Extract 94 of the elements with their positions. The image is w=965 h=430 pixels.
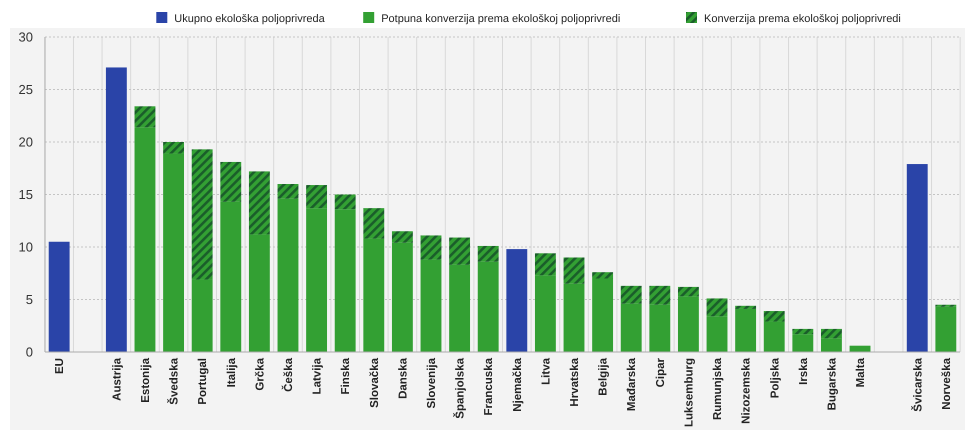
y-tick-label: 25 xyxy=(18,82,33,98)
x-tick-label: Hrvatska xyxy=(569,357,582,407)
legend-label: Ukupno ekološka poljoprivreda xyxy=(174,12,326,25)
x-tick-label: Belgija xyxy=(598,357,610,396)
bar xyxy=(820,338,842,352)
x-tick-label: Estonija xyxy=(140,357,152,403)
bar xyxy=(134,127,156,352)
bar xyxy=(478,262,499,352)
bar xyxy=(534,253,556,276)
bar xyxy=(449,264,470,352)
bar xyxy=(48,242,70,352)
bar xyxy=(306,208,328,352)
bar xyxy=(735,306,756,309)
bar xyxy=(506,249,528,352)
bar xyxy=(220,162,242,202)
bar xyxy=(935,306,956,352)
x-tick-label: Nizozemska xyxy=(740,357,753,424)
bar xyxy=(163,142,184,154)
x-tick-label: Irska xyxy=(798,357,810,385)
bar xyxy=(420,235,442,260)
x-tick-label: Španjolska xyxy=(452,357,467,419)
bar xyxy=(334,194,356,210)
bar xyxy=(620,304,642,352)
x-tick-label: Bugarska xyxy=(826,357,838,410)
bar xyxy=(764,311,785,322)
x-tick-label: Danska xyxy=(397,357,410,399)
x-tick-label: Francuska xyxy=(483,357,496,416)
y-tick-label: 5 xyxy=(26,292,33,308)
bar xyxy=(248,171,270,234)
legend-label: Konverzija prema ekološkoj poljoprivredi xyxy=(704,12,901,25)
bar xyxy=(163,154,184,352)
bar xyxy=(706,316,728,352)
bar xyxy=(192,280,213,352)
bar xyxy=(706,298,728,316)
bar xyxy=(649,304,670,352)
bar xyxy=(564,284,584,352)
x-tick-label: Cipar xyxy=(654,357,667,388)
x-tick-label: Austrija xyxy=(111,357,124,401)
bar xyxy=(420,260,442,352)
bar xyxy=(363,238,384,352)
bar xyxy=(363,208,384,239)
x-tick-label: Slovačka xyxy=(368,357,381,408)
x-tick-label: Grčka xyxy=(254,357,266,391)
bar xyxy=(278,198,298,352)
x-tick-label: Švedska xyxy=(166,357,181,405)
x-tick-label: Slovenija xyxy=(426,357,438,408)
bar xyxy=(134,106,156,128)
bar xyxy=(392,231,413,243)
bar xyxy=(306,185,328,208)
x-tick-label: Finska xyxy=(340,357,352,394)
x-tick-label: Norveška xyxy=(940,357,953,410)
bar xyxy=(334,209,356,352)
bar xyxy=(792,334,814,352)
bar xyxy=(392,242,413,352)
x-tick-label: Rumunjska xyxy=(712,357,724,420)
y-tick-label: 0 xyxy=(26,344,33,360)
x-tick-label: Mađarska xyxy=(626,357,638,412)
bar xyxy=(735,308,756,352)
bar xyxy=(192,149,213,280)
y-tick-label: 10 xyxy=(18,240,33,255)
bar xyxy=(592,278,614,352)
x-tick-label: Njemačka xyxy=(512,357,524,412)
bar xyxy=(449,238,470,265)
bar xyxy=(220,202,242,352)
bar xyxy=(906,164,928,352)
x-tick-label: Latvija xyxy=(312,357,324,394)
x-tick-label: Češka xyxy=(281,357,296,392)
bar xyxy=(678,296,699,352)
bar xyxy=(764,322,785,352)
x-tick-label: Luksemburg xyxy=(683,358,696,428)
y-tick-label: 15 xyxy=(18,187,33,202)
legend-label: Potpuna konverzija prema ekološkoj poljoprivredi xyxy=(381,12,620,25)
bar xyxy=(106,67,127,352)
bar xyxy=(534,275,556,352)
x-tick-label: Portugal xyxy=(197,358,210,405)
bar xyxy=(478,246,499,262)
x-tick-label: Litva xyxy=(540,357,552,385)
bar xyxy=(678,286,699,296)
bar xyxy=(564,258,584,284)
x-tick-label: Švicarska xyxy=(910,357,924,412)
x-tick-label: Malta xyxy=(855,357,868,388)
bar xyxy=(248,234,270,352)
y-tick-label: 30 xyxy=(18,30,33,45)
x-tick-label: Italija xyxy=(226,357,238,388)
y-tick-label: 20 xyxy=(18,134,33,150)
bar xyxy=(592,272,614,278)
bar xyxy=(820,328,842,338)
x-tick-label: EU xyxy=(54,358,66,374)
bar xyxy=(620,286,642,304)
bar xyxy=(278,184,298,199)
bar xyxy=(649,286,670,305)
x-tick-label: Poljska xyxy=(769,357,782,398)
bar xyxy=(850,346,870,352)
bar xyxy=(792,328,814,334)
